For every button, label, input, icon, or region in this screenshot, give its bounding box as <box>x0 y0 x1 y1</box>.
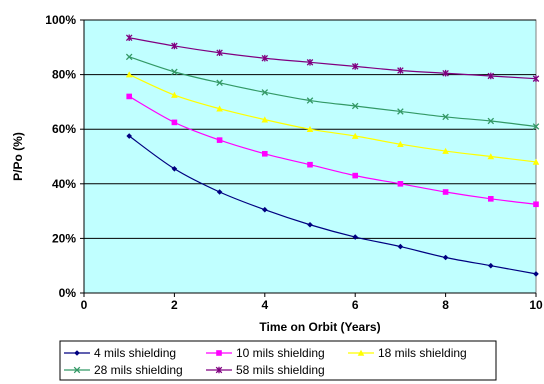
legend-label: 28 mils shielding <box>94 363 183 377</box>
legend-marker <box>74 350 80 356</box>
data-point <box>307 221 313 228</box>
data-point <box>306 125 314 132</box>
axes <box>80 19 537 297</box>
data-point <box>487 72 495 80</box>
legend: 4 mils shielding 10 mils shielding 18 mils… <box>59 340 497 381</box>
series-1 <box>126 133 539 277</box>
y-axis-title: P/Po (%) <box>11 132 25 181</box>
legend-item-4: 28 mils shielding <box>64 363 183 377</box>
legend-label: 58 mils shielding <box>236 363 325 377</box>
data-point <box>442 189 449 195</box>
x-tick-label: 0 <box>81 298 88 312</box>
legend-box <box>59 340 497 381</box>
data-point <box>442 113 449 121</box>
data-point <box>351 132 359 139</box>
data-point <box>397 67 404 74</box>
data-point <box>306 59 314 66</box>
gridlines <box>84 19 536 239</box>
legend-marker <box>215 366 223 374</box>
data-point <box>171 68 178 76</box>
data-point <box>216 49 223 57</box>
data-point <box>442 69 449 77</box>
data-point <box>487 153 495 160</box>
data-point <box>397 243 404 250</box>
x-tick-label: 4 <box>261 298 268 312</box>
data-point <box>442 147 449 154</box>
data-point <box>351 63 359 70</box>
legend-item-2: 10 mils shielding <box>206 346 325 360</box>
data-point <box>261 116 269 123</box>
series-line <box>128 74 537 163</box>
data-point <box>488 262 494 269</box>
data-point <box>488 196 494 202</box>
data-point <box>171 42 178 50</box>
data-point <box>352 234 358 240</box>
data-point <box>533 271 539 277</box>
y-tick-label: 60% <box>52 122 76 136</box>
data-point <box>261 89 269 96</box>
x-tick-label: 8 <box>442 298 449 312</box>
series-3 <box>125 71 540 165</box>
series-line <box>129 56 537 128</box>
legend-marker <box>357 349 365 356</box>
data-point <box>532 75 540 82</box>
data-point <box>126 133 132 139</box>
data-point <box>487 117 495 125</box>
series-4 <box>125 53 540 130</box>
data-point <box>533 201 539 208</box>
series-line <box>128 135 537 275</box>
data-point <box>442 254 449 261</box>
legend-marker <box>73 366 81 374</box>
data-point <box>125 71 133 78</box>
x-tick-label: 2 <box>171 298 178 312</box>
x-tick-label: 10 <box>529 298 543 312</box>
data-point <box>261 54 269 62</box>
y-tick-label: 100% <box>45 13 76 27</box>
data-point <box>262 150 268 157</box>
data-point <box>171 91 178 98</box>
series-line <box>128 95 537 205</box>
x-tick-label: 6 <box>352 298 359 312</box>
data-point <box>397 140 404 148</box>
tick-labels: 0 2 4 6 8 100%20%40%60%80%100% <box>45 13 543 312</box>
legend-item-3: 18 mils shielding <box>348 346 467 360</box>
data-point <box>262 206 268 213</box>
y-tick-label: 0% <box>59 286 77 300</box>
y-tick-label: 20% <box>52 231 76 245</box>
data-point <box>532 123 540 130</box>
data-point <box>351 102 359 110</box>
series-group <box>125 34 540 277</box>
data-point <box>532 158 540 165</box>
data-point <box>306 97 314 104</box>
data-point <box>216 79 223 87</box>
data-point <box>397 181 404 187</box>
data-point <box>352 172 358 179</box>
y-tick-label: 80% <box>52 68 76 82</box>
data-point <box>125 34 133 42</box>
legend-label: 4 mils shielding <box>94 346 176 360</box>
legend-item-1: 4 mils shielding <box>64 346 176 360</box>
data-point <box>216 189 223 195</box>
legend-item-5: 58 mils shielding <box>206 363 325 377</box>
data-point <box>216 137 223 143</box>
legend-label: 10 mils shielding <box>236 346 325 360</box>
y-tick-label: 40% <box>52 177 76 191</box>
series-line <box>129 37 537 80</box>
x-axis-title: Time on Orbit (Years) <box>259 320 380 334</box>
data-point <box>307 161 313 168</box>
data-point <box>216 105 223 112</box>
series-5 <box>125 34 540 82</box>
data-point <box>171 119 178 126</box>
legend-marker <box>216 350 222 356</box>
data-point <box>126 93 132 100</box>
data-point <box>397 108 404 115</box>
data-point <box>125 53 133 61</box>
legend-label: 18 mils shielding <box>378 346 467 360</box>
series-2 <box>126 93 539 208</box>
data-point <box>171 165 178 172</box>
